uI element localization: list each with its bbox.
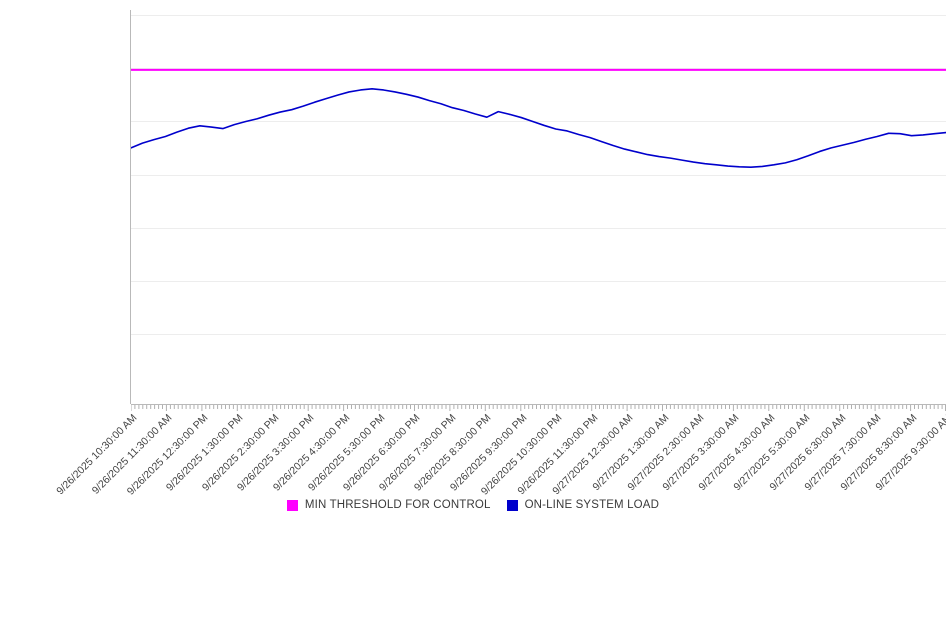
- legend-label: MIN THRESHOLD FOR CONTROL: [304, 499, 491, 511]
- y-axis-line: [130, 10, 131, 404]
- plot-area: [131, 10, 946, 404]
- series-line-on-line-system-load: [131, 88, 946, 169]
- x-axis-tick-labels: 9/26/2025 10:30:00 AM 9/26/2025 11:30:00 …: [0, 404, 946, 498]
- legend-entry[interactable]: MIN THRESHOLD FOR CONTROL: [286, 499, 491, 511]
- legend-label: ON-LINE SYSTEM LOAD: [524, 499, 660, 511]
- line-chart: 9/26/2025 10:30:00 AM 9/26/2025 11:30:00 …: [0, 10, 946, 515]
- plot-svg: [131, 15, 946, 335]
- chart-legend: MIN THRESHOLD FOR CONTROL ON-LINE SYSTEM …: [0, 495, 946, 515]
- x-axis-tick-marks: [131, 405, 946, 411]
- x-axis-line: [131, 404, 946, 405]
- legend-color-swatch: [286, 499, 298, 511]
- gridlines: [131, 15, 946, 335]
- legend-entry[interactable]: ON-LINE SYSTEM LOAD: [506, 499, 660, 511]
- legend-color-swatch: [506, 499, 518, 511]
